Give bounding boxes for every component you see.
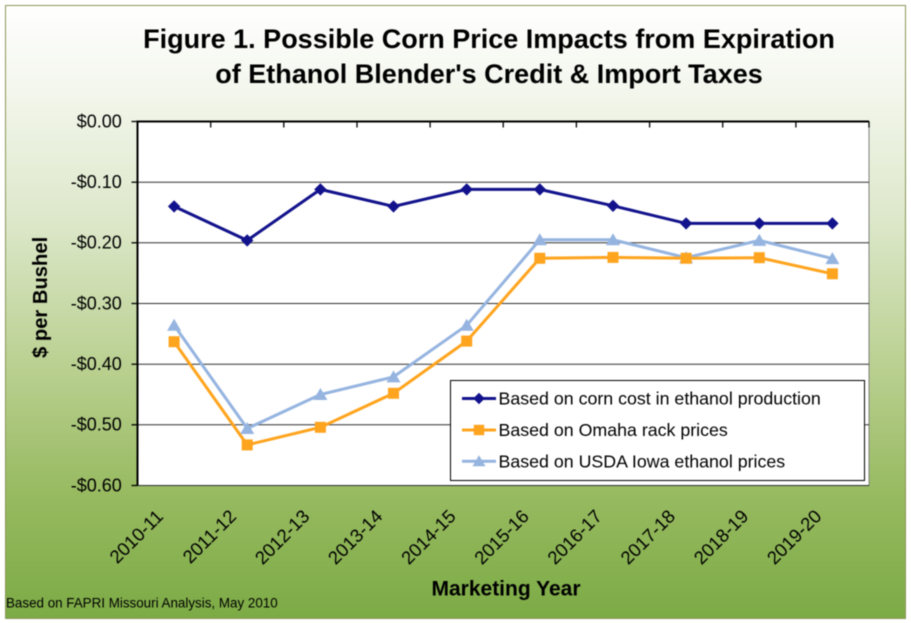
svg-text:-$0.10: -$0.10 xyxy=(71,172,122,192)
svg-text:Marketing Year: Marketing Year xyxy=(431,578,580,601)
svg-text:-$0.20: -$0.20 xyxy=(71,233,122,253)
svg-text:$ per Bushel: $ per Bushel xyxy=(30,237,52,358)
svg-text:-$0.50: -$0.50 xyxy=(71,415,122,435)
svg-text:Based on FAPRI Missouri Analys: Based on FAPRI Missouri Analysis, May 20… xyxy=(6,596,278,611)
svg-text:Figure 1. Possible Corn Price: Figure 1. Possible Corn Price Impacts fr… xyxy=(143,24,835,54)
svg-text:$0.00: $0.00 xyxy=(77,111,122,131)
svg-text:Based on corn cost in ethanol: Based on corn cost in ethanol production xyxy=(499,389,821,409)
svg-text:Based on USDA Iowa ethanol pri: Based on USDA Iowa ethanol prices xyxy=(499,452,786,472)
svg-text:-$0.40: -$0.40 xyxy=(71,354,122,374)
svg-text:-$0.30: -$0.30 xyxy=(71,293,122,313)
svg-text:of Ethanol Blender's Credit &: of Ethanol Blender's Credit & Import Tax… xyxy=(215,59,763,89)
svg-text:Based on Omaha rack prices: Based on Omaha rack prices xyxy=(499,420,728,440)
svg-text:-$0.60: -$0.60 xyxy=(71,475,122,495)
